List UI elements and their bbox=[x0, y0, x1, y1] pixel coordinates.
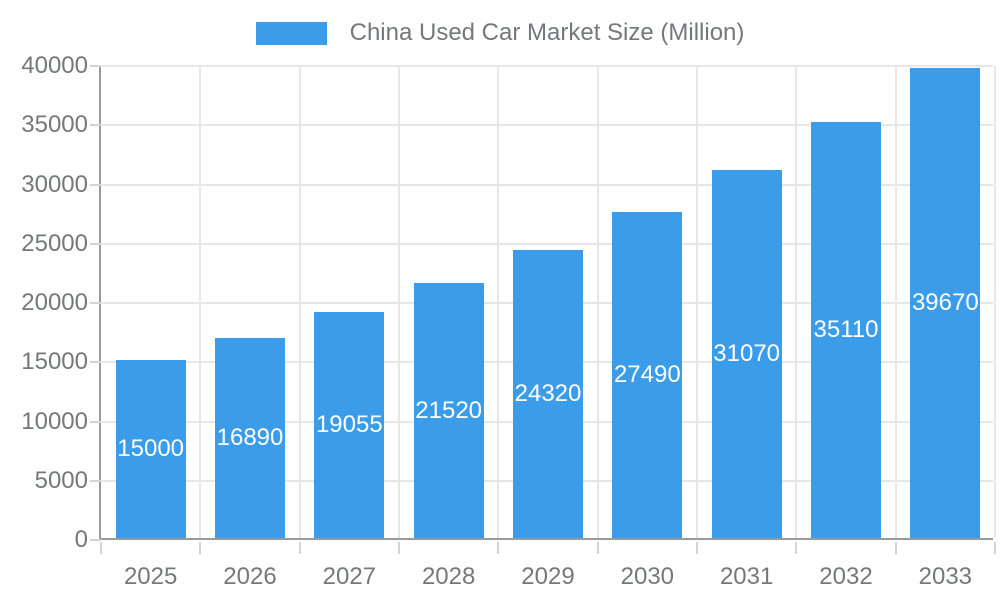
y-axis-tick bbox=[90, 124, 101, 127]
x-axis-tick bbox=[994, 542, 996, 554]
bar-value-label: 24320 bbox=[514, 379, 582, 407]
x-axis-tick bbox=[795, 542, 798, 554]
bar-2032[interactable]: 35110 bbox=[811, 121, 881, 538]
bar-value-label: 15000 bbox=[117, 435, 185, 463]
bar-value-label: 21520 bbox=[415, 396, 483, 424]
bar-value-label: 16890 bbox=[216, 423, 284, 451]
v-gridline bbox=[696, 66, 698, 538]
y-axis-label: 20000 bbox=[21, 289, 88, 316]
x-axis-label: 2026 bbox=[223, 563, 277, 590]
x-axis-label: 2031 bbox=[719, 563, 774, 590]
v-gridline bbox=[298, 66, 301, 538]
y-axis-tick bbox=[90, 479, 101, 482]
legend[interactable]: China Used Car Market Size (Million) bbox=[0, 19, 1000, 47]
y-axis-tick bbox=[90, 242, 101, 245]
x-axis-label: 2032 bbox=[819, 563, 873, 590]
h-gridline bbox=[101, 183, 993, 186]
bar-2030[interactable]: 27490 bbox=[612, 212, 683, 538]
v-gridline bbox=[596, 66, 599, 538]
bar-2025[interactable]: 15000 bbox=[115, 360, 186, 538]
y-axis-label: 30000 bbox=[21, 170, 88, 198]
y-axis-tick bbox=[90, 420, 101, 423]
x-axis-label: 2030 bbox=[620, 563, 675, 590]
x-axis-tick bbox=[596, 542, 599, 554]
x-axis-label: 2033 bbox=[918, 563, 973, 590]
v-gridline bbox=[994, 66, 996, 538]
bar-2033[interactable]: 39670 bbox=[910, 67, 981, 538]
x-axis-tick bbox=[696, 542, 698, 554]
bar-2031[interactable]: 31070 bbox=[711, 169, 782, 538]
y-axis-label: 5000 bbox=[34, 466, 88, 494]
y-axis-tick bbox=[90, 183, 101, 186]
x-axis-tick bbox=[398, 542, 400, 554]
x-axis-label: 2025 bbox=[123, 563, 178, 590]
x-axis-tick bbox=[199, 542, 202, 554]
x-axis-label: 2028 bbox=[421, 563, 476, 590]
y-axis-tick bbox=[90, 539, 101, 541]
v-gridline bbox=[795, 66, 798, 538]
y-axis-label: 15000 bbox=[21, 348, 88, 376]
plot-area: 15000 16890 19055 21520 24320 27490 31070 35110… bbox=[99, 65, 996, 540]
v-gridline bbox=[497, 66, 500, 538]
bar-value-label: 27490 bbox=[613, 361, 681, 389]
y-axis-label: 10000 bbox=[21, 407, 88, 435]
h-gridline bbox=[101, 65, 993, 67]
v-gridline bbox=[894, 66, 897, 538]
y-axis-label: 40000 bbox=[21, 52, 88, 79]
x-axis-tick bbox=[894, 542, 897, 554]
bar-2029[interactable]: 24320 bbox=[513, 249, 583, 538]
bar-value-label: 35110 bbox=[813, 315, 879, 343]
y-axis-tick bbox=[90, 302, 101, 304]
x-axis-tick bbox=[298, 542, 301, 554]
y-axis-tick bbox=[90, 65, 101, 67]
bar-2027[interactable]: 19055 bbox=[314, 312, 385, 538]
x-axis-label: 2029 bbox=[521, 563, 575, 590]
x-axis-tick bbox=[100, 542, 102, 554]
h-gridline bbox=[101, 124, 993, 127]
v-gridline bbox=[199, 66, 202, 538]
legend-label: China Used Car Market Size (Million) bbox=[349, 19, 745, 46]
y-axis-label: 25000 bbox=[21, 229, 88, 257]
y-axis-label: 35000 bbox=[21, 111, 88, 139]
bar-2026[interactable]: 16890 bbox=[215, 337, 285, 538]
bar-value-label: 19055 bbox=[315, 411, 383, 439]
y-axis-label: 0 bbox=[74, 526, 88, 553]
bar-2028[interactable]: 21520 bbox=[413, 283, 484, 538]
x-axis-label: 2027 bbox=[322, 563, 377, 590]
v-gridline bbox=[398, 66, 400, 538]
bar-value-label: 39670 bbox=[911, 288, 979, 316]
legend-swatch-icon bbox=[255, 21, 327, 45]
h-gridline bbox=[101, 242, 993, 245]
bar-value-label: 31070 bbox=[713, 339, 781, 367]
x-axis-tick bbox=[497, 542, 500, 554]
y-axis-tick bbox=[90, 361, 101, 364]
